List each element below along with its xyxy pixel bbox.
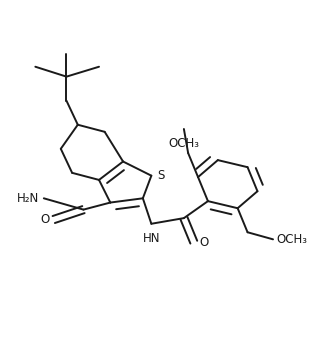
Text: HN: HN: [143, 232, 160, 245]
Text: H₂N: H₂N: [17, 192, 40, 205]
Text: S: S: [157, 169, 165, 182]
Text: O: O: [199, 236, 208, 249]
Text: O: O: [40, 213, 50, 226]
Text: OCH₃: OCH₃: [168, 137, 199, 150]
Text: OCH₃: OCH₃: [277, 233, 308, 246]
